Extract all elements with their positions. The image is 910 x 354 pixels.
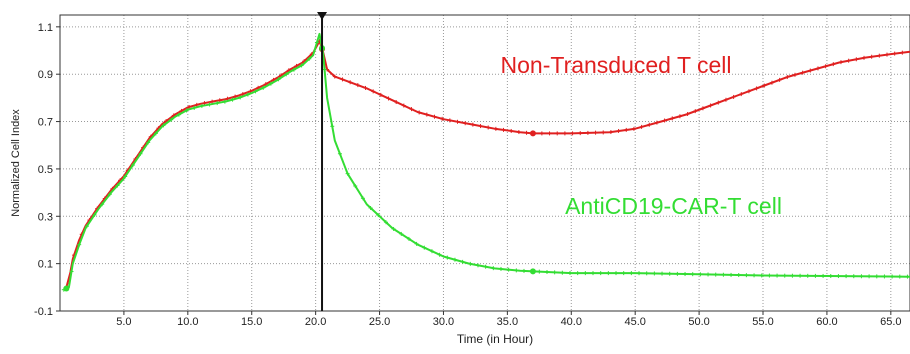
x-tick-label: 10.0 (177, 316, 198, 328)
tick-layer: 5.0 10.0 15.0 20.0 25.0 30.0 35.0 40.0 45.0 50.0 5… (34, 22, 902, 328)
annotation-layer: Non-Transduced T cell AntiCD19-CAR-T cell (501, 52, 782, 219)
y-tick-label: -0.1 (34, 306, 53, 318)
series-marker (529, 268, 536, 275)
y-tick-label: 1.1 (38, 22, 53, 34)
y-tick-label: 0.7 (38, 117, 53, 129)
vertical-marker-layer (317, 12, 328, 311)
x-tick-label: 20.0 (305, 316, 326, 328)
series-annotation-label: AntiCD19-CAR-T cell (565, 193, 782, 219)
y-tick-label: 0.1 (38, 259, 53, 271)
x-tick-label: 60.0 (816, 316, 837, 328)
x-tick-label: 65.0 (880, 316, 901, 328)
grid-layer (60, 15, 910, 312)
y-axis-title: Normalized Cell Index (10, 109, 22, 217)
series-marker (529, 130, 536, 137)
y-tick-label: 0.9 (38, 69, 53, 81)
x-tick-label: 25.0 (369, 316, 390, 328)
x-tick-label: 5.0 (116, 316, 131, 328)
x-tick-label: 45.0 (624, 316, 645, 328)
plot-border (59, 14, 910, 312)
series-marker (63, 285, 70, 292)
series-annotation-label: Non-Transduced T cell (501, 52, 732, 78)
series-0 (64, 39, 910, 290)
y-tick-label: 0.3 (38, 211, 53, 223)
x-tick-label: 15.0 (241, 316, 262, 328)
series-1 (61, 32, 910, 292)
y-tick-label: 0.5 (38, 164, 53, 176)
series-layer (61, 32, 910, 292)
x-tick-label: 30.0 (433, 316, 454, 328)
x-tick-label: 50.0 (688, 316, 709, 328)
x-tick-label: 40.0 (561, 316, 582, 328)
x-tick-label: 35.0 (497, 316, 518, 328)
x-tick-label: 55.0 (752, 316, 773, 328)
treatment-time-arrow-icon (317, 12, 328, 20)
x-axis-title: Time (in Hour) (457, 332, 533, 346)
series-line (63, 32, 910, 291)
